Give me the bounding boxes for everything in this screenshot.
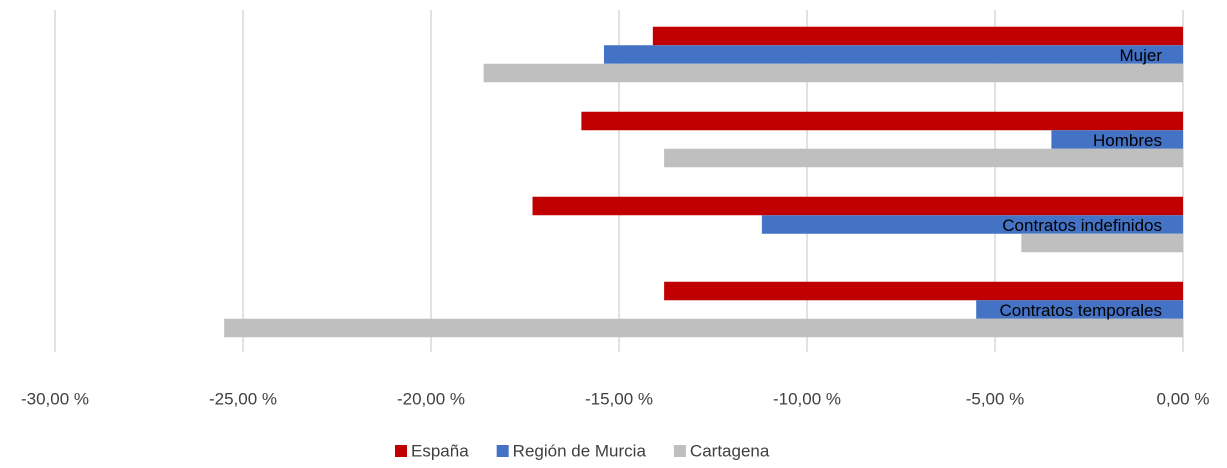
x-tick-label: -15,00 %: [585, 389, 653, 408]
legend-swatch: [496, 445, 509, 457]
x-tick-label: 0,00 %: [1157, 389, 1210, 408]
category-label: Contratos indefinidos: [1002, 216, 1162, 235]
x-tick-label: -30,00 %: [21, 389, 89, 408]
legend-label: Cartagena: [690, 441, 770, 460]
bar: [976, 300, 1183, 319]
bar: [483, 63, 1183, 83]
bar: [581, 111, 1183, 131]
legend-swatch: [673, 445, 686, 457]
bar: [532, 196, 1183, 216]
bar: [664, 281, 1183, 301]
legend-label: España: [411, 441, 469, 460]
bar: [664, 148, 1183, 168]
legend-label: Región de Murcia: [513, 441, 647, 460]
bar: [652, 26, 1183, 46]
category-label: Hombres: [1093, 131, 1162, 150]
bar: [1021, 233, 1183, 253]
x-tick-label: -20,00 %: [397, 389, 465, 408]
bar: [1051, 130, 1183, 149]
x-tick-label: -10,00 %: [773, 389, 841, 408]
category-label: Mujer: [1119, 46, 1162, 65]
bar: [224, 318, 1183, 338]
category-label: Contratos temporales: [999, 301, 1162, 320]
bar: [761, 215, 1183, 234]
legend-swatch: [395, 445, 407, 457]
bar: [603, 45, 1183, 64]
x-tick-label: -25,00 %: [209, 389, 277, 408]
x-tick-label: -5,00 %: [966, 389, 1025, 408]
